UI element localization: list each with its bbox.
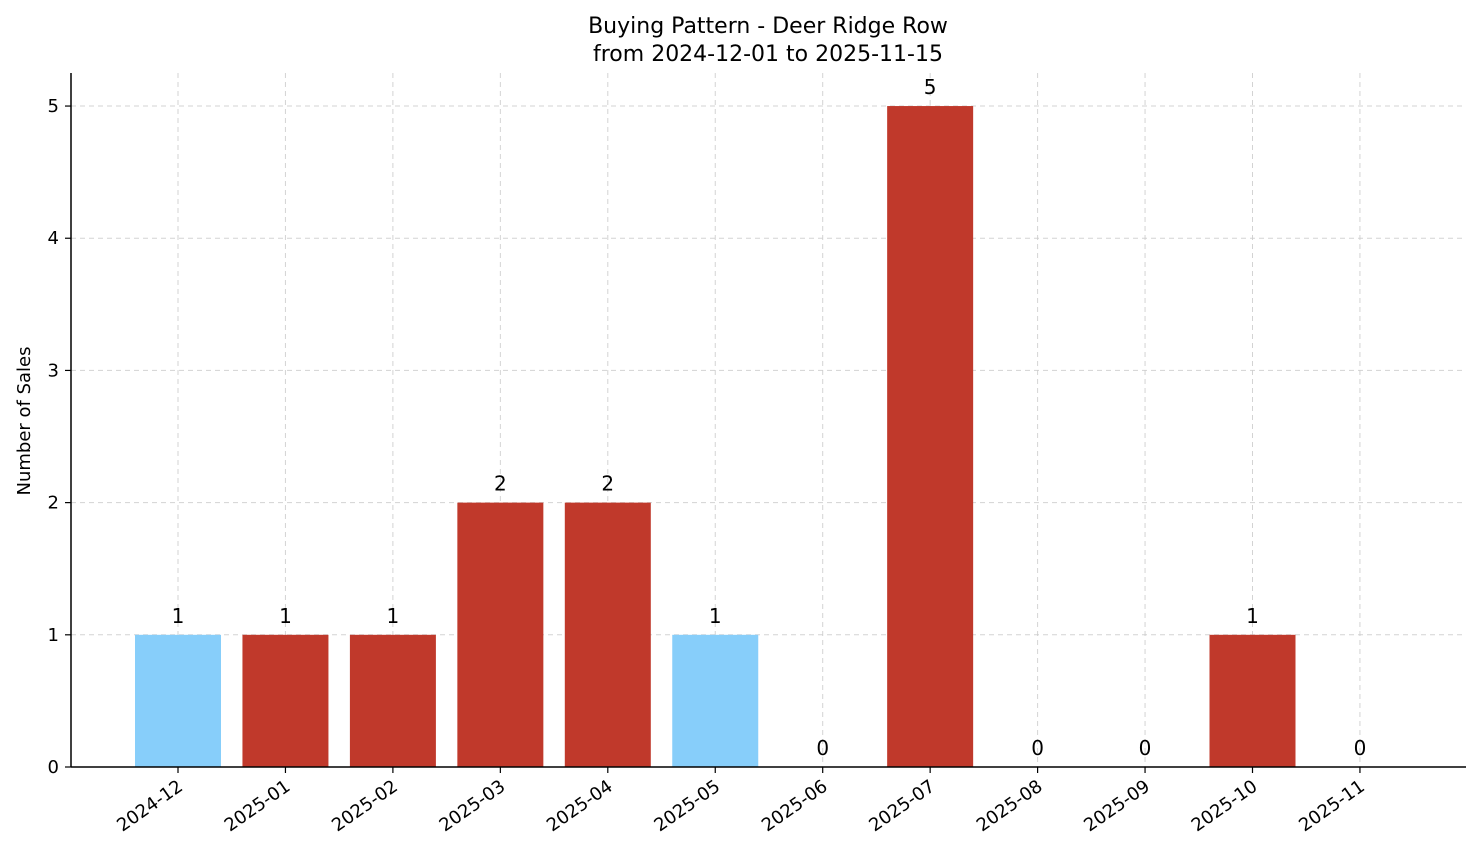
bar-2025-03 [457,502,544,767]
data-label-2025-02: 1 [387,604,400,628]
y-tick-label: 5 [48,96,59,117]
y-tick-label: 4 [48,228,59,249]
x-tick-label-2025-11: 2025-11 [1295,776,1369,836]
x-tick-label-2025-06: 2025-06 [758,776,832,836]
bar-2025-02 [349,634,436,767]
bar-2025-10 [1209,634,1296,767]
chart-title-line-2: from 2024-12-01 to 2025-11-15 [593,42,943,67]
x-tick-label-2024-12: 2024-12 [113,776,187,836]
x-tick-label-2025-09: 2025-09 [1080,776,1154,836]
data-label-2025-01: 1 [279,604,292,628]
x-tick-label-2025-05: 2025-05 [650,776,724,836]
y-tick-label: 2 [48,493,59,514]
data-label-2025-08: 0 [1031,736,1044,760]
bar-2025-01 [242,634,329,767]
y-tick-label: 0 [48,757,59,778]
x-tick-label-2025-04: 2025-04 [543,776,617,836]
x-tick-label-2025-02: 2025-02 [328,776,402,836]
data-label-2024-12: 1 [172,604,185,628]
x-tick-label-2025-07: 2025-07 [865,776,939,836]
data-label-2025-03: 2 [494,472,507,496]
y-tick-label: 1 [48,625,59,646]
y-tick-label: 3 [48,360,59,381]
x-tick-label-2025-03: 2025-03 [436,776,510,836]
bar-2025-07 [887,106,974,768]
data-label-2025-09: 0 [1139,736,1152,760]
data-label-2025-06: 0 [816,736,829,760]
data-label-2025-04: 2 [601,472,614,496]
data-label-2025-10: 1 [1246,604,1259,628]
bar-2025-05 [672,634,759,767]
data-label-2025-11: 0 [1354,736,1367,760]
bar-2025-04 [564,502,651,767]
bar-2024-12 [135,634,221,767]
x-tick-label-2025-10: 2025-10 [1188,776,1262,836]
data-label-2025-05: 1 [709,604,722,628]
x-tick-label-2025-01: 2025-01 [221,776,295,836]
chart-title-line-1: Buying Pattern - Deer Ridge Row [588,14,948,39]
y-axis-label: Number of Sales [14,346,35,495]
data-label-2025-07: 5 [924,75,937,99]
x-tick-label-2025-08: 2025-08 [973,776,1047,836]
